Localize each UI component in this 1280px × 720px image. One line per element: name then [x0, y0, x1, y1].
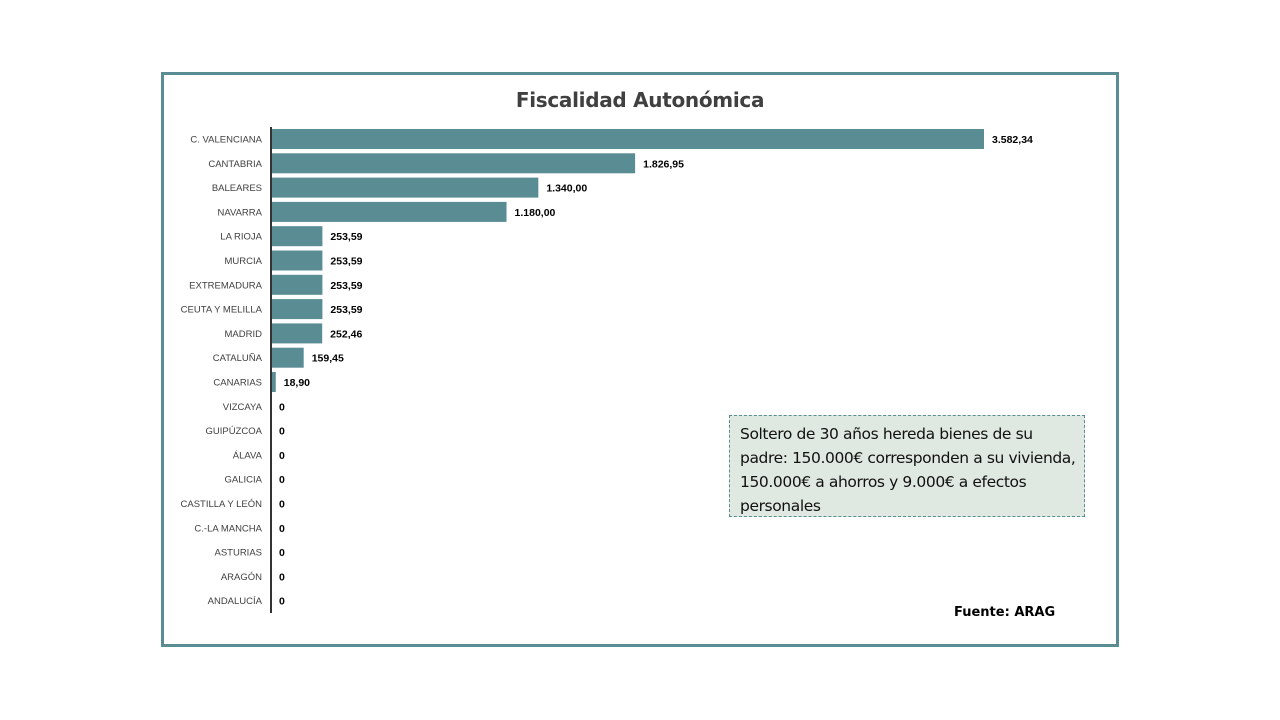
- category-label: CATALUÑA: [213, 353, 263, 364]
- bar: [272, 177, 539, 198]
- category-label: BALEARES: [212, 183, 262, 194]
- value-label: 252,46: [330, 328, 362, 340]
- value-label: 0: [279, 547, 285, 559]
- value-label: 0: [279, 450, 285, 462]
- category-label: ARAGÓN: [221, 572, 262, 583]
- bar: [272, 299, 323, 320]
- bar: [272, 129, 984, 149]
- source-label: Fuente: ARAG: [954, 605, 1056, 620]
- value-label: 253,59: [330, 231, 362, 243]
- category-label: NAVARRA: [217, 207, 262, 218]
- value-label: 0: [279, 596, 285, 608]
- value-label: 0: [279, 401, 285, 413]
- value-label: 3.582,34: [992, 134, 1033, 146]
- value-label: 0: [279, 571, 285, 583]
- value-label: 159,45: [312, 353, 344, 365]
- category-label: ASTURIAS: [214, 548, 262, 559]
- category-label: ANDALUCÍA: [208, 596, 263, 607]
- category-label: CANTABRIA: [208, 159, 262, 170]
- bar: [272, 153, 636, 174]
- category-label: GUIPÚZCOA: [206, 426, 263, 437]
- category-label: C.-LA MANCHA: [194, 523, 262, 534]
- value-label: 1.826,95: [643, 158, 684, 170]
- value-label: 0: [279, 499, 285, 511]
- category-label: ÁLAVA: [233, 450, 263, 461]
- category-label: EXTREMADURA: [189, 280, 263, 291]
- category-label: LA RIOJA: [220, 232, 262, 243]
- bar: [272, 201, 507, 222]
- category-label: CASTILLA Y LEÓN: [181, 499, 263, 510]
- category-label: MADRID: [225, 329, 263, 340]
- chart-title: Fiscalidad Autonómica: [515, 88, 765, 112]
- value-label: 253,59: [330, 280, 362, 292]
- bar: [272, 250, 323, 271]
- bar: [272, 372, 276, 392]
- category-label: VIZCAYA: [223, 402, 263, 413]
- category-label: MURCIA: [225, 256, 263, 267]
- category-label: CEUTA Y MELILLA: [181, 305, 263, 316]
- category-label: C. VALENCIANA: [190, 135, 262, 146]
- value-label: 0: [279, 474, 285, 486]
- value-label: 18,90: [284, 377, 310, 389]
- bar: [272, 323, 323, 344]
- bar: [272, 274, 323, 295]
- value-label: 253,59: [330, 304, 362, 316]
- bar: [272, 226, 323, 247]
- value-label: 1.340,00: [546, 183, 587, 195]
- value-label: 253,59: [330, 256, 362, 268]
- value-label: 0: [279, 523, 285, 535]
- bar: [272, 347, 304, 368]
- annotation-box: Soltero de 30 años hereda bienes de su p…: [729, 415, 1085, 517]
- category-label: GALICIA: [225, 475, 263, 486]
- value-label: 1.180,00: [515, 207, 556, 219]
- value-label: 0: [279, 426, 285, 438]
- category-label: CANARIAS: [213, 378, 262, 389]
